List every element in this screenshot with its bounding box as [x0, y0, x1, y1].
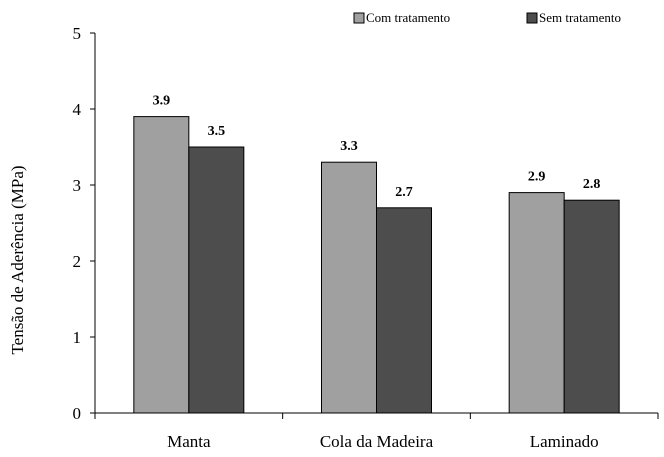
- bar: [376, 207, 432, 414]
- y-axis-label: Tensão de Aderência (MPa): [8, 165, 27, 354]
- legend-swatch: [353, 12, 365, 24]
- data-label: 3.9: [153, 94, 171, 109]
- data-label: 2.9: [528, 170, 546, 185]
- bar: [563, 199, 620, 414]
- data-label: 2.8: [583, 177, 601, 192]
- bar: [188, 146, 245, 414]
- legend-swatch: [526, 12, 538, 24]
- data-label: 2.7: [395, 185, 413, 200]
- legend: Com tratamento Sem tratamento: [353, 10, 621, 25]
- data-label: 3.3: [340, 139, 358, 154]
- bar: [133, 116, 190, 414]
- x-tick-label: Manta: [167, 432, 211, 451]
- y-tick-label: 1: [73, 328, 82, 347]
- legend-label: Com tratamento: [366, 10, 450, 25]
- x-tick-label: Laminado: [530, 432, 599, 451]
- legend-label: Sem tratamento: [539, 10, 621, 25]
- y-tick-label: 2: [73, 252, 82, 271]
- y-tick-label: 3: [73, 176, 82, 195]
- bar: [508, 192, 565, 414]
- x-tick-label: Cola da Madeira: [320, 432, 434, 451]
- plot-area: 0 1 2 3 4 5 3.9 3.5 Manta 3.3 2.7 Cola da Madeira 2.…: [73, 24, 659, 451]
- y-tick-label: 0: [73, 404, 82, 423]
- y-tick-label: 4: [73, 100, 82, 119]
- data-label: 3.5: [208, 124, 226, 139]
- bar: [321, 161, 377, 414]
- y-tick-label: 5: [73, 24, 82, 43]
